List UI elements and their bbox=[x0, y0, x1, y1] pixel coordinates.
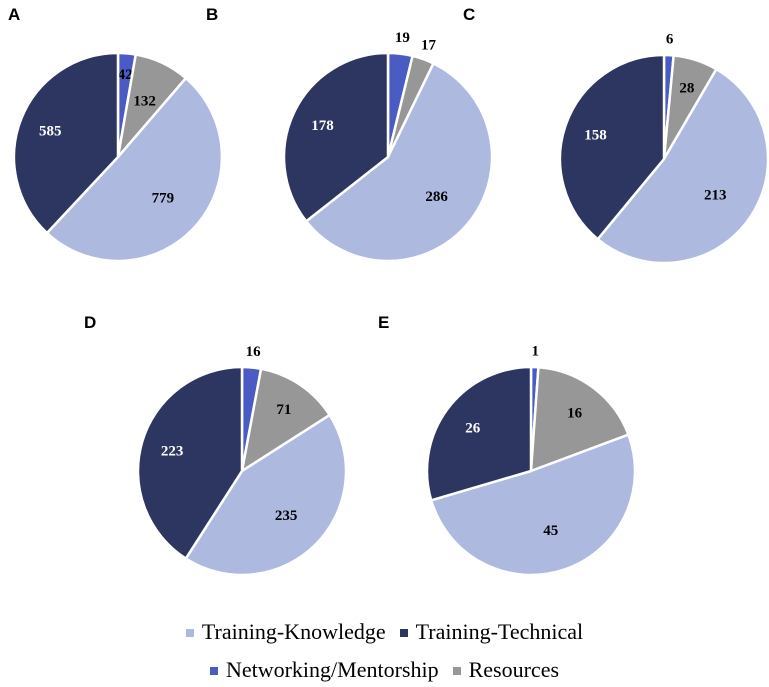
pie-e-label-networking-mentorship: 1 bbox=[532, 343, 540, 359]
legend-label-resources: Resources bbox=[468, 657, 560, 682]
pie-a-label-resources: 132 bbox=[133, 94, 156, 110]
legend-item-training-technical: Training-Technical bbox=[399, 619, 584, 645]
legend-swatch-training-technical bbox=[399, 629, 408, 637]
pie-e-label-training-knowledge: 45 bbox=[543, 523, 558, 539]
pie-e-slice-training-technical bbox=[425, 365, 533, 502]
legend-swatch-networking-mentorship bbox=[209, 667, 218, 675]
panel-letter-b: B bbox=[206, 5, 218, 24]
pie-e-label-resources: 16 bbox=[567, 406, 583, 422]
legend-row-2: Networking/Mentorship Resources bbox=[0, 657, 769, 683]
pie-b-label-resources: 17 bbox=[421, 38, 437, 54]
pie-a-label-networking-mentorship: 42 bbox=[118, 67, 133, 83]
pie-b-slice-training-knowledge bbox=[304, 62, 494, 263]
pie-a-label-training-knowledge: 779 bbox=[152, 190, 175, 206]
pie-a-label-training-technical: 585 bbox=[39, 123, 62, 139]
legend-item-networking-mentorship: Networking/Mentorship bbox=[209, 657, 439, 683]
pie-c-label-networking-mentorship: 6 bbox=[666, 32, 674, 48]
legend-label-training-technical: Training-Technical bbox=[415, 619, 584, 644]
pie-c-label-resources: 28 bbox=[679, 81, 694, 97]
pie-c-label-training-knowledge: 213 bbox=[704, 188, 727, 204]
pie-panel-b: B 19 17 286 178 bbox=[206, 5, 494, 263]
pie-e-slice-resources bbox=[529, 366, 630, 473]
pie-c-label-training-technical: 158 bbox=[584, 127, 607, 143]
legend-row-1: Training-Knowledge Training-Technical bbox=[0, 619, 769, 645]
panel-letter-e: E bbox=[378, 313, 389, 332]
pie-panel-c: C 6 28 213 158 bbox=[463, 5, 769, 265]
panel-letter-c: C bbox=[463, 5, 475, 24]
legend-swatch-training-knowledge bbox=[185, 629, 194, 637]
pie-d-slice-training-technical bbox=[136, 365, 244, 560]
pie-d-slice-resources bbox=[240, 367, 331, 473]
panel-letter-d: D bbox=[84, 313, 96, 332]
pie-b-slice-training-technical bbox=[282, 51, 390, 223]
pie-e-slice-training-knowledge bbox=[429, 433, 637, 577]
pie-panel-e: E 1 16 45 26 bbox=[378, 313, 637, 577]
panel-letter-a: A bbox=[8, 5, 20, 24]
pie-a-slice-training-knowledge bbox=[45, 76, 224, 263]
pie-c-slice-training-knowledge bbox=[596, 67, 769, 265]
pie-b-label-training-technical: 178 bbox=[311, 118, 334, 134]
legend-label-training-knowledge: Training-Knowledge bbox=[201, 619, 386, 644]
pie-b-label-networking-mentorship: 19 bbox=[395, 30, 410, 46]
legend-item-resources: Resources bbox=[452, 657, 560, 683]
pie-d-label-training-technical: 223 bbox=[161, 444, 184, 460]
legend-label-networking-mentorship: Networking/Mentorship bbox=[225, 657, 439, 682]
pie-d-label-networking-mentorship: 16 bbox=[246, 344, 262, 360]
pie-d-slice-training-knowledge bbox=[184, 413, 348, 577]
pie-b-label-training-knowledge: 286 bbox=[425, 189, 448, 205]
pie-panel-d: D 16 71 235 223 bbox=[84, 313, 348, 577]
pie-c-slice-training-technical bbox=[558, 53, 666, 241]
pie-e-label-training-technical: 26 bbox=[465, 420, 481, 436]
pie-a-slice-training-technical bbox=[12, 51, 120, 235]
legend-swatch-resources bbox=[452, 667, 461, 675]
pie-d-label-training-knowledge: 235 bbox=[275, 508, 298, 524]
legend-item-training-knowledge: Training-Knowledge bbox=[185, 619, 386, 645]
pie-d-label-resources: 71 bbox=[276, 402, 291, 418]
